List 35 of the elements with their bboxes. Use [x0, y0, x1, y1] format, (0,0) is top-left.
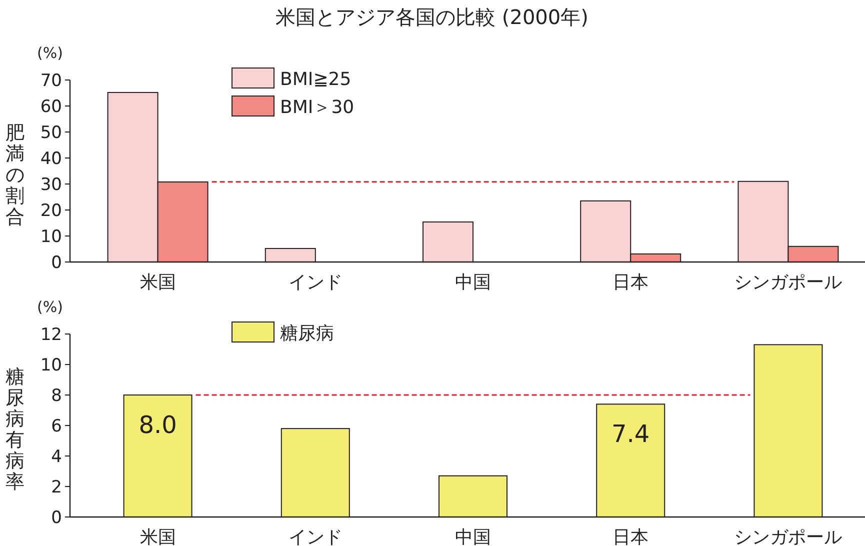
chart-title: 米国とアジア各国の比較 (2000年)	[276, 5, 588, 29]
x-tick-label: インド	[288, 527, 342, 546]
data-label: 7.4	[612, 420, 650, 448]
x-tick-label: インド	[288, 272, 342, 293]
y-tick-label: 40	[40, 149, 62, 169]
y-tick-label: 20	[40, 201, 62, 221]
y-tick-label: 70	[40, 71, 62, 91]
y-axis-title: 糖尿病有病率	[6, 366, 24, 493]
text: (%)	[37, 44, 63, 62]
legend-label: BMI＞30	[280, 97, 354, 118]
x-tick-label: 日本	[612, 272, 649, 293]
y-tick-label: 50	[40, 123, 62, 143]
y-tick-label: 4	[51, 447, 62, 467]
y-axis-title: 肥満の割合	[6, 122, 24, 228]
y-tick-label: 0	[51, 253, 62, 273]
y-tick-label: 8	[51, 386, 62, 406]
legend-label: BMI≧25	[280, 69, 352, 90]
y-tick-label: 10	[40, 227, 62, 247]
x-tick-label: 米国	[140, 527, 176, 546]
x-tick-label: 中国	[455, 527, 491, 546]
x-tick-label: 日本	[612, 527, 649, 546]
x-tick-label: 中国	[455, 272, 491, 293]
y-tick-label: 30	[40, 175, 62, 195]
x-tick-label: 米国	[140, 272, 176, 293]
data-label: 8.0	[138, 411, 177, 439]
y-tick-label: 10	[40, 356, 62, 376]
legend-label: 糖尿病	[280, 323, 334, 344]
y-tick-label: 2	[51, 478, 62, 498]
y-tick-label: 12	[40, 325, 62, 345]
y-tick-label: 60	[40, 97, 62, 117]
x-tick-label: シンガポール	[734, 527, 842, 546]
x-tick-label: シンガポール	[734, 272, 842, 293]
y-tick-label: 6	[51, 416, 62, 436]
y-tick-label: 0	[51, 508, 62, 528]
text: (%)	[37, 298, 63, 316]
